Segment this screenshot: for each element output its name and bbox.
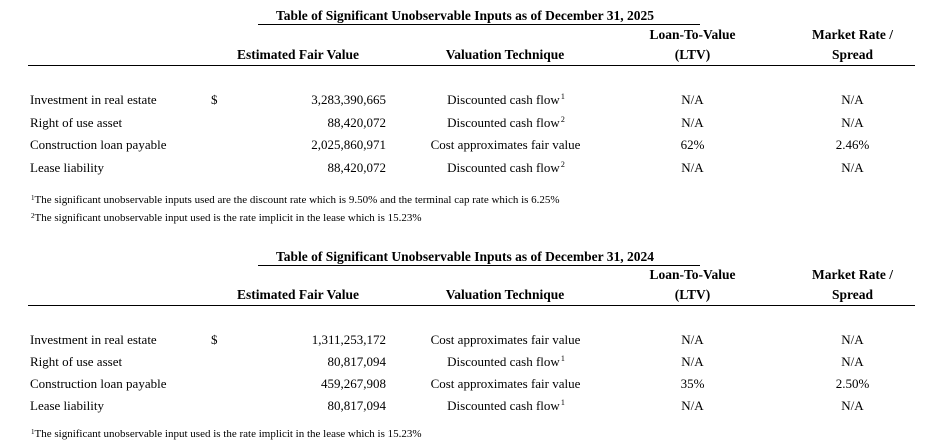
- valuation-technique: Discounted cash flow2: [447, 115, 565, 130]
- header-market-line2: Spread: [831, 47, 873, 62]
- fair-value: 88,420,072: [327, 160, 387, 175]
- footnote: 1The significant unobservable input used…: [31, 428, 422, 440]
- row-label: Construction loan payable: [30, 137, 167, 152]
- header-market-line1: Market Rate /: [812, 267, 893, 282]
- valuation-technique: Discounted cash flow1: [447, 354, 565, 369]
- ltv-value: N/A: [681, 115, 704, 130]
- header-fair-value: Estimated Fair Value: [236, 287, 359, 302]
- fair-value: 2,025,860,971: [311, 137, 386, 152]
- valuation-technique: Cost approximates fair value: [430, 376, 581, 391]
- market-rate-value: N/A: [841, 398, 864, 413]
- market-rate-value: N/A: [841, 160, 864, 175]
- header-rule: [28, 305, 915, 306]
- ltv-value: N/A: [681, 160, 704, 175]
- header-rule: [28, 65, 915, 66]
- ltv-value: N/A: [681, 398, 704, 413]
- market-rate-value: 2.46%: [835, 137, 870, 152]
- valuation-technique: Discounted cash flow1: [447, 398, 565, 413]
- ltv-value: N/A: [681, 332, 704, 347]
- row-label: Lease liability: [30, 398, 105, 413]
- row-label: Investment in real estate: [30, 332, 157, 347]
- footnote-ref: 1: [560, 354, 565, 363]
- table-title: Table of Significant Unobservable Inputs…: [275, 8, 655, 23]
- row-label: Construction loan payable: [30, 376, 167, 391]
- fair-value: 3,283,390,665: [311, 92, 386, 107]
- valuation-technique: Cost approximates fair value: [430, 332, 581, 347]
- market-rate-value: N/A: [841, 354, 864, 369]
- header-fair-value: Estimated Fair Value: [236, 47, 359, 62]
- market-rate-value: N/A: [841, 115, 864, 130]
- row-label: Right of use asset: [30, 115, 123, 130]
- footnote-ref: 1: [560, 398, 565, 407]
- valuation-technique: Discounted cash flow2: [447, 160, 565, 175]
- title-underline: [258, 24, 700, 25]
- footnote: 2The significant unobservable input used…: [31, 212, 422, 224]
- header-ltv-line2: (LTV): [674, 287, 711, 302]
- footnote-ref: 2: [560, 115, 565, 124]
- header-market-line1: Market Rate /: [812, 27, 893, 42]
- market-rate-value: 2.50%: [835, 376, 870, 391]
- title-underline: [258, 265, 700, 266]
- unobservable-inputs-table-2024: Table of Significant Unobservable Inputs…: [0, 240, 930, 441]
- footnote: 1The significant unobservable inputs use…: [31, 194, 560, 206]
- market-rate-value: N/A: [841, 332, 864, 347]
- header-market-line2: Spread: [831, 287, 873, 302]
- valuation-technique: Discounted cash flow1: [447, 92, 565, 107]
- ltv-value: N/A: [681, 354, 704, 369]
- currency-symbol: $: [211, 332, 218, 347]
- ltv-value: N/A: [681, 92, 704, 107]
- row-label: Investment in real estate: [30, 92, 157, 107]
- header-valuation-technique: Valuation Technique: [445, 287, 565, 302]
- market-rate-value: N/A: [841, 92, 864, 107]
- table-title: Table of Significant Unobservable Inputs…: [275, 249, 655, 264]
- header-valuation-technique: Valuation Technique: [445, 47, 565, 62]
- ltv-value: 62%: [680, 137, 705, 152]
- footnote-ref: 2: [560, 160, 565, 169]
- fair-value: 1,311,253,172: [311, 332, 386, 347]
- currency-symbol: $: [211, 92, 218, 107]
- valuation-technique: Cost approximates fair value: [430, 137, 581, 152]
- row-label: Right of use asset: [30, 354, 123, 369]
- fair-value: 80,817,094: [327, 354, 387, 369]
- fair-value: 459,267,908: [321, 376, 386, 391]
- fair-value: 80,817,094: [327, 398, 387, 413]
- header-ltv-line1: Loan-To-Value: [649, 27, 736, 42]
- ltv-value: 35%: [680, 376, 705, 391]
- unobservable-inputs-table-2025: Table of Significant Unobservable Inputs…: [28, 8, 915, 224]
- header-ltv-line2: (LTV): [674, 47, 711, 62]
- footnote-ref: 1: [560, 92, 565, 101]
- header-ltv-line1: Loan-To-Value: [649, 267, 736, 282]
- fair-value: 88,420,072: [327, 115, 387, 130]
- row-label: Lease liability: [30, 160, 105, 175]
